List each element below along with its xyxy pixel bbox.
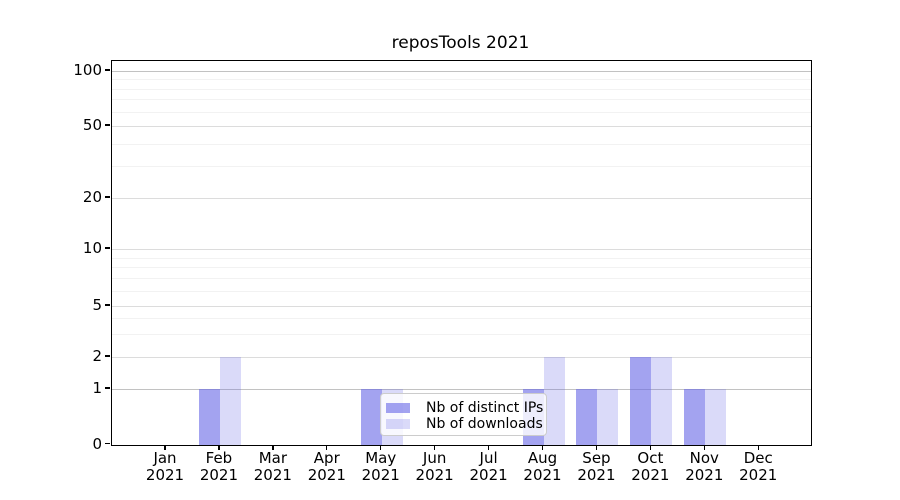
y-tick-label: 5 (42, 296, 102, 314)
y-tick-label: 2 (42, 347, 102, 365)
legend-row-downloads: Nb of downloads (386, 416, 538, 432)
legend-swatch-downloads (386, 419, 410, 429)
y-tick-mark (105, 247, 110, 248)
y-tick-label: 20 (42, 188, 102, 206)
legend-label-distinct-ips: Nb of distinct IPs (426, 400, 543, 416)
bar-downloads-feb (220, 357, 241, 445)
bar-distinct-ips-nov (684, 389, 705, 445)
bar-downloads-sep (597, 389, 618, 445)
gridline-minor (112, 258, 811, 259)
gridline-minor (112, 112, 811, 113)
y-tick-label: 10 (42, 239, 102, 257)
gridline-major (112, 357, 811, 358)
gridline-minor (112, 79, 811, 80)
bar-downloads-oct (651, 357, 672, 445)
gridline-minor (112, 267, 811, 268)
gridline-minor (112, 278, 811, 279)
bar-downloads-nov (705, 389, 726, 445)
bar-distinct-ips-may (361, 389, 382, 445)
y-tick-label: 100 (42, 61, 102, 79)
gridline-minor (112, 318, 811, 319)
y-tick-label: 0 (42, 435, 102, 453)
legend-label-downloads: Nb of downloads (426, 416, 543, 432)
bar-distinct-ips-sep (576, 389, 597, 445)
y-tick-mark (105, 387, 110, 388)
gridline-minor (112, 291, 811, 292)
y-tick-label: 1 (42, 379, 102, 397)
legend-row-distinct-ips: Nb of distinct IPs (386, 400, 538, 416)
y-tick-mark (105, 124, 110, 125)
y-tick-mark (105, 443, 110, 444)
gridline-major (112, 306, 811, 307)
gridline-minor (112, 166, 811, 167)
y-tick-mark (105, 355, 110, 356)
chart-figure: reposTools 2021 Nb of distinct IPsNb of … (0, 0, 900, 500)
gridline-major (112, 71, 811, 72)
gridline-minor (112, 144, 811, 145)
gridline-major (112, 249, 811, 250)
y-tick-mark (105, 196, 110, 197)
gridline-major (112, 126, 811, 127)
y-tick-mark (105, 69, 110, 70)
bar-distinct-ips-feb (199, 389, 220, 445)
x-tick-month: Dec (726, 450, 790, 467)
gridline-minor (112, 334, 811, 335)
plot-area: Nb of distinct IPsNb of downloads (111, 60, 812, 446)
bar-distinct-ips-oct (630, 357, 651, 445)
legend-swatch-distinct-ips (386, 403, 410, 413)
chart-title: reposTools 2021 (111, 33, 810, 53)
gridline-minor (112, 89, 811, 90)
gridline-minor (112, 99, 811, 100)
x-tick-year: 2021 (726, 467, 790, 484)
legend: Nb of distinct IPsNb of downloads (380, 393, 547, 436)
x-tick-label-dec: Dec2021 (726, 450, 790, 484)
gridline-major (112, 198, 811, 199)
y-tick-mark (105, 304, 110, 305)
y-tick-label: 50 (42, 116, 102, 134)
